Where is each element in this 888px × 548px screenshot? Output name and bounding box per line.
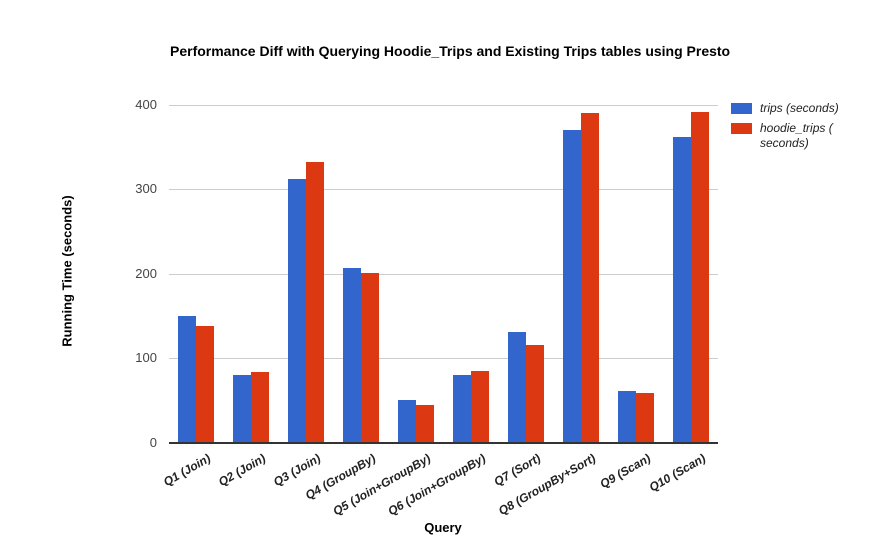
legend-swatch-icon bbox=[731, 103, 752, 114]
legend-label: trips (seconds) bbox=[760, 101, 839, 115]
bar-hoodie-trips-q5[interactable] bbox=[416, 405, 434, 443]
gridline-y-400 bbox=[169, 105, 718, 106]
y-tick-label-400: 400 bbox=[135, 97, 157, 112]
x-axis-line bbox=[169, 442, 718, 444]
legend-label: hoodie_trips ( seconds) bbox=[760, 121, 833, 150]
bar-trips-q9[interactable] bbox=[618, 391, 636, 443]
bar-trips-q2[interactable] bbox=[233, 375, 251, 443]
bar-trips-q10[interactable] bbox=[673, 137, 691, 443]
bar-hoodie-trips-q6[interactable] bbox=[471, 371, 489, 443]
x-axis-title: Query bbox=[424, 520, 462, 535]
bar-hoodie-trips-q10[interactable] bbox=[691, 112, 709, 443]
gridline-y-200 bbox=[169, 274, 718, 275]
bar-trips-q7[interactable] bbox=[508, 332, 526, 443]
bar-hoodie-trips-q9[interactable] bbox=[636, 393, 654, 443]
bar-hoodie-trips-q1[interactable] bbox=[196, 326, 214, 443]
bar-trips-q1[interactable] bbox=[178, 316, 196, 443]
y-tick-label-100: 100 bbox=[135, 350, 157, 365]
legend-item-trips[interactable]: trips (seconds) bbox=[731, 101, 883, 116]
bar-trips-q8[interactable] bbox=[563, 130, 581, 443]
bar-hoodie-trips-q7[interactable] bbox=[526, 345, 544, 443]
chart-title: Performance Diff with Querying Hoodie_Tr… bbox=[170, 43, 731, 59]
gridline-y-300 bbox=[169, 189, 718, 190]
y-tick-label-300: 300 bbox=[135, 181, 157, 196]
bar-hoodie-trips-q3[interactable] bbox=[306, 162, 324, 443]
bar-hoodie-trips-q8[interactable] bbox=[581, 113, 599, 443]
y-axis-title: Running Time (seconds) bbox=[59, 195, 75, 347]
bar-hoodie-trips-q2[interactable] bbox=[251, 372, 269, 443]
bar-hoodie-trips-q4[interactable] bbox=[361, 273, 379, 443]
legend: trips (seconds) hoodie_trips ( seconds) bbox=[731, 101, 883, 156]
y-tick-label-200: 200 bbox=[135, 266, 157, 281]
bar-trips-q4[interactable] bbox=[343, 268, 361, 443]
y-tick-label-0: 0 bbox=[149, 435, 157, 450]
bar-trips-q3[interactable] bbox=[288, 179, 306, 443]
bar-trips-q6[interactable] bbox=[453, 375, 471, 443]
gridline-y-100 bbox=[169, 358, 718, 359]
bar-trips-q5[interactable] bbox=[398, 400, 416, 443]
legend-item-hoodie-trips[interactable]: hoodie_trips ( seconds) bbox=[731, 121, 883, 151]
legend-swatch-icon bbox=[731, 123, 752, 134]
